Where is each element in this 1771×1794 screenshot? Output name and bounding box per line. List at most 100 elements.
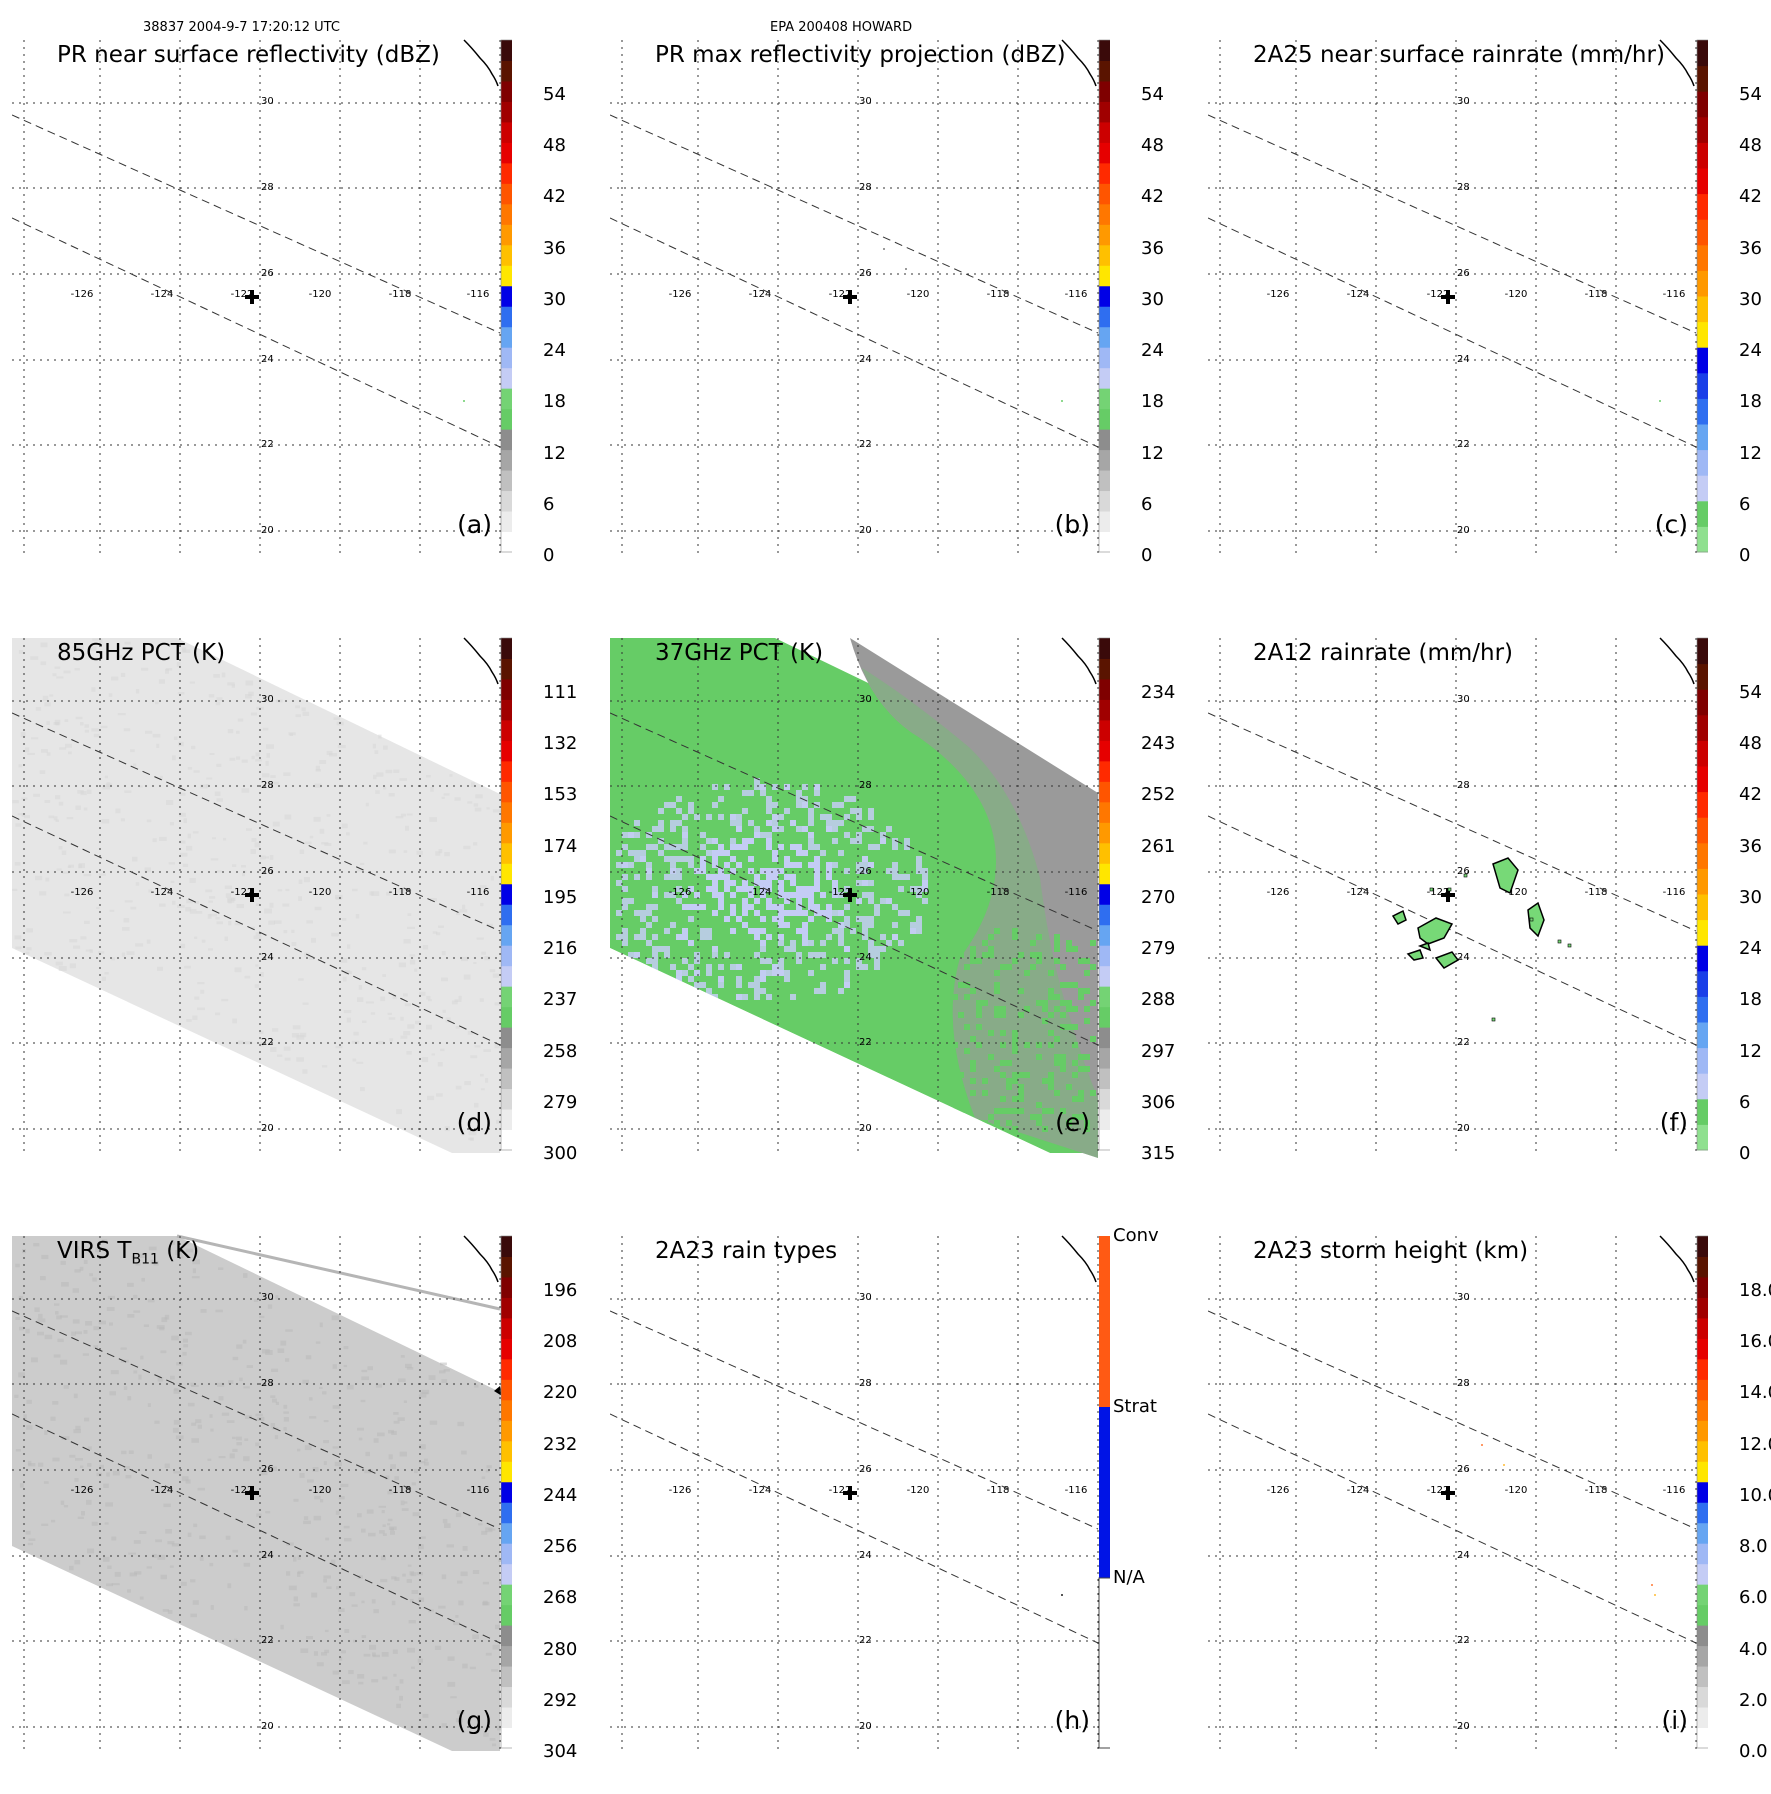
swath-texture bbox=[418, 1597, 425, 1602]
swath-texture bbox=[341, 823, 348, 829]
swath-texture bbox=[400, 1355, 405, 1358]
swath-texture bbox=[54, 719, 61, 725]
colorbar-segment bbox=[1697, 91, 1708, 118]
colorbar-segment bbox=[501, 1707, 512, 1729]
swath-texture bbox=[376, 772, 384, 777]
panel-title: PR near surface reflectivity (dBZ) bbox=[57, 42, 440, 68]
swath-texture bbox=[52, 1457, 60, 1462]
swath-texture bbox=[403, 939, 411, 944]
swath-texture bbox=[215, 1012, 221, 1016]
cold-pixel bbox=[760, 868, 766, 874]
swath-texture bbox=[309, 835, 314, 839]
cold-pixel bbox=[814, 784, 820, 790]
colorbar-segment bbox=[501, 1522, 512, 1544]
swath-texture bbox=[490, 875, 494, 881]
mixed-pixel bbox=[988, 1114, 994, 1120]
cold-pixel bbox=[754, 910, 760, 916]
colorbar-segment bbox=[1697, 398, 1708, 425]
swath-texture bbox=[450, 1696, 457, 1699]
cold-pixel bbox=[658, 826, 664, 832]
swath-texture bbox=[259, 1030, 264, 1034]
latitude-label: 22 bbox=[1457, 439, 1470, 450]
colorbar-tick-label: 0.0 bbox=[1739, 1741, 1768, 1762]
swath-texture bbox=[56, 868, 62, 871]
swath-texture bbox=[269, 1466, 278, 1471]
swath-texture bbox=[27, 1460, 32, 1466]
swath-texture bbox=[319, 1498, 324, 1503]
mixed-pixel bbox=[1000, 1060, 1006, 1066]
swath-texture bbox=[357, 1513, 362, 1518]
colorbar-segment bbox=[1099, 347, 1110, 369]
cold-pixel bbox=[814, 790, 820, 796]
swath-texture bbox=[480, 902, 484, 907]
swath-texture bbox=[49, 694, 54, 697]
swath-texture bbox=[191, 1384, 199, 1387]
swath-texture bbox=[69, 1565, 74, 1571]
colorbar-segment bbox=[1099, 265, 1110, 287]
cold-pixel bbox=[790, 994, 796, 1000]
colorbar-segment bbox=[501, 470, 512, 492]
swath-texture bbox=[275, 1401, 279, 1405]
swath-texture bbox=[343, 1538, 352, 1542]
cold-pixel bbox=[670, 868, 676, 874]
cold-pixel bbox=[694, 982, 700, 988]
swath-texture bbox=[459, 909, 468, 913]
swath-texture bbox=[407, 926, 415, 930]
latitude-label: 24 bbox=[1457, 354, 1470, 365]
swath-texture bbox=[50, 1416, 56, 1421]
swath-texture bbox=[21, 797, 28, 800]
swath-texture bbox=[77, 644, 84, 650]
mixed-pixel bbox=[1012, 1036, 1018, 1042]
swath-texture bbox=[124, 790, 132, 793]
mixed-pixel bbox=[1006, 1120, 1012, 1126]
swath-texture bbox=[120, 672, 126, 677]
cold-pixel bbox=[856, 958, 862, 964]
colorbar-segment bbox=[501, 1686, 512, 1708]
swath-texture bbox=[74, 1477, 79, 1482]
swath-texture bbox=[282, 903, 290, 907]
swath-texture bbox=[157, 1554, 166, 1560]
cold-pixel bbox=[646, 922, 652, 928]
cold-pixel bbox=[754, 874, 760, 880]
swath-texture bbox=[59, 747, 67, 750]
mixed-pixel bbox=[1048, 1030, 1054, 1036]
colorbar-tick-label: 42 bbox=[543, 186, 566, 207]
colorbar-frame bbox=[500, 39, 512, 553]
colorbar-segment bbox=[501, 1068, 512, 1090]
mixed-pixel bbox=[1072, 1006, 1078, 1012]
cold-pixel bbox=[772, 826, 778, 832]
colorbar-segment bbox=[1098, 1577, 1110, 1749]
colorbar-segment bbox=[1099, 60, 1110, 82]
swath-texture bbox=[243, 1386, 250, 1389]
coastline bbox=[1061, 1235, 1097, 1283]
mixed-pixel bbox=[1048, 970, 1054, 976]
swath-texture bbox=[315, 765, 321, 771]
latitude-label: 22 bbox=[859, 1635, 872, 1646]
cold-pixel bbox=[856, 862, 862, 868]
swath-texture bbox=[428, 1375, 436, 1381]
longitude-label: -124 bbox=[151, 887, 174, 898]
cold-pixel bbox=[796, 892, 802, 898]
swath-texture bbox=[261, 773, 270, 778]
swath-texture bbox=[35, 875, 43, 881]
swath-texture bbox=[225, 1535, 231, 1540]
colorbar-segment bbox=[1099, 760, 1110, 782]
cold-pixel bbox=[868, 898, 874, 904]
cold-pixel bbox=[784, 946, 790, 952]
mixed-pixel bbox=[994, 1120, 1000, 1126]
swath-texture bbox=[91, 728, 99, 732]
colorbar-segment bbox=[501, 285, 512, 307]
swath-texture bbox=[44, 952, 52, 956]
colorbar-segment bbox=[1697, 1543, 1708, 1565]
mixed-pixel bbox=[1090, 964, 1096, 970]
cold-pixel bbox=[670, 922, 676, 928]
swath-texture bbox=[132, 856, 138, 862]
swath-texture bbox=[152, 1553, 157, 1558]
colorbar-tick-label: 232 bbox=[543, 1434, 578, 1455]
colorbar-segment bbox=[1697, 1481, 1708, 1503]
swath-texture bbox=[44, 702, 51, 707]
swath-texture bbox=[206, 784, 210, 788]
mixed-pixel bbox=[958, 952, 964, 958]
cold-pixel bbox=[628, 898, 634, 904]
cold-pixel bbox=[886, 940, 892, 946]
